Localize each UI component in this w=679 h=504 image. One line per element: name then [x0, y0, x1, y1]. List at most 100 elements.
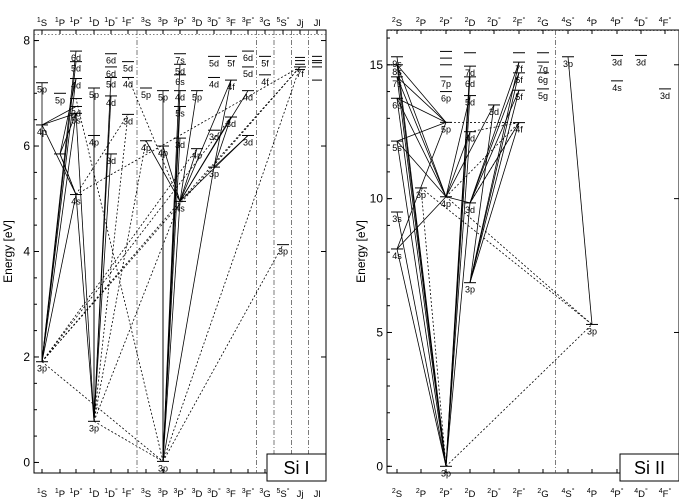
level-config-label: 6s: [175, 77, 185, 87]
transition: [469, 90, 520, 204]
term-label-bottom: 1S: [37, 488, 47, 500]
transition: [469, 61, 520, 204]
level-config-label: 7s: [175, 56, 185, 66]
level-config-label: 3d: [465, 205, 475, 215]
level-config-label: 3p: [209, 169, 219, 179]
transition-forbidden: [420, 187, 447, 467]
term-label-bottom: 3F: [226, 488, 236, 500]
term-label-bottom: 2S: [392, 488, 402, 500]
term-label-top: 1P: [55, 17, 65, 29]
term-label-top: 3D: [192, 17, 203, 29]
si-i-panel: 0 2 4 6 8 Energy [eV] 1S 1S 1P 1P 1P° 1P° 1D 1D 1D° 1D°…: [1, 16, 327, 500]
term-label-bottom: 1P: [55, 488, 65, 500]
transition: [396, 97, 447, 123]
transition-forbidden: [445, 196, 593, 325]
term-label-top: 5S°: [276, 16, 289, 29]
transition: [213, 116, 232, 168]
level-config-label: 3p: [587, 326, 597, 336]
transition: [445, 66, 471, 467]
y-tick-label: 6: [23, 139, 30, 153]
level-config-label: 3d: [636, 57, 646, 67]
level-config-label: 3d: [489, 107, 499, 117]
level-config-label: 3d: [243, 137, 253, 147]
term-label-top: 1D°: [104, 16, 118, 29]
transition-forbidden: [93, 420, 164, 462]
transition: [59, 153, 77, 195]
transition: [162, 64, 181, 462]
level-config-label: 5s: [392, 143, 402, 153]
term-label-bottom: 4F°: [659, 487, 672, 500]
transition: [93, 153, 112, 422]
y-tick-label: 0: [376, 459, 383, 473]
level-config-label: 5p: [441, 124, 451, 134]
level-config-label: 3d: [123, 116, 133, 126]
transition: [162, 201, 181, 462]
transition: [445, 95, 471, 197]
level-config-label: 4p: [141, 143, 151, 153]
transition: [396, 56, 447, 467]
level-config-label: 5f: [515, 92, 523, 102]
level-config-label: 3d: [660, 91, 670, 101]
term-label-top: 3G: [259, 17, 270, 29]
transition-forbidden: [93, 201, 181, 422]
term-label-bottom: 2G: [537, 488, 548, 500]
element-label-box: [266, 453, 327, 482]
level-config-label: 3d: [612, 57, 622, 67]
transition: [469, 90, 520, 283]
level-config-label: 5s: [175, 108, 185, 118]
transition: [75, 194, 95, 422]
term-label-bottom: 2F°: [513, 487, 526, 500]
transition: [396, 140, 447, 198]
transition: [396, 98, 447, 467]
level-config-label: 9s: [392, 59, 402, 69]
term-label-top: 1D: [89, 17, 100, 29]
level-config-label: 6g: [538, 75, 548, 85]
transition: [469, 122, 520, 283]
level-config-label: 6p: [441, 94, 451, 104]
transition-forbidden: [445, 122, 520, 198]
level-config-label: 4s: [612, 83, 622, 93]
term-label-top: 2S: [392, 17, 402, 29]
transition: [469, 104, 495, 283]
level-config-label: 3p: [37, 364, 47, 374]
level-config-label: 5s: [71, 115, 81, 125]
term-label-bottom: 3S: [141, 488, 151, 500]
transition-forbidden: [162, 244, 284, 462]
term-label-bottom: 3D: [192, 488, 203, 500]
transition: [41, 124, 77, 195]
level-config-label: 3d: [71, 108, 81, 118]
transition-forbidden: [93, 114, 129, 422]
transition: [41, 51, 77, 362]
transition: [396, 196, 447, 250]
transition: [41, 112, 77, 126]
plot-frame: [386, 29, 679, 474]
level-config-label: 3p: [278, 247, 288, 257]
level-config-label: 5p: [37, 85, 47, 95]
term-label-top: 3S: [141, 17, 151, 29]
term-label-top: 1P°: [69, 16, 82, 29]
term-label-top: 2G: [537, 17, 548, 29]
term-label-bottom: 3P°: [173, 487, 186, 500]
term-label-bottom: 2D: [465, 488, 476, 500]
term-label-bottom: 3F°: [242, 487, 255, 500]
term-label-top: 4F°: [659, 16, 672, 29]
level-config-label: 4d: [465, 134, 475, 144]
transition-forbidden: [75, 66, 301, 195]
level-config-label: 3d: [209, 132, 219, 142]
transition: [445, 131, 471, 197]
y-tick-label: 4: [23, 245, 30, 259]
level-config-label: 5d: [465, 98, 475, 108]
term-label-bottom: 1P°: [69, 487, 82, 500]
term-label-top: 4D°: [634, 16, 648, 29]
term-label-top: 4P: [587, 17, 597, 29]
term-label-bottom: 3D°: [207, 487, 221, 500]
level-config-label: 5d: [209, 58, 219, 68]
level-config-label: 4d: [175, 93, 185, 103]
term-label-bottom: 1F°: [122, 487, 135, 500]
term-label-top: 2D°: [487, 16, 501, 29]
term-label-top: 3P°: [173, 16, 186, 29]
level-config-label: 6d: [243, 53, 253, 63]
term-label-bottom: 5S°: [276, 487, 289, 500]
term-label-top: 4P°: [610, 16, 623, 29]
element-label: Si I: [283, 458, 309, 478]
